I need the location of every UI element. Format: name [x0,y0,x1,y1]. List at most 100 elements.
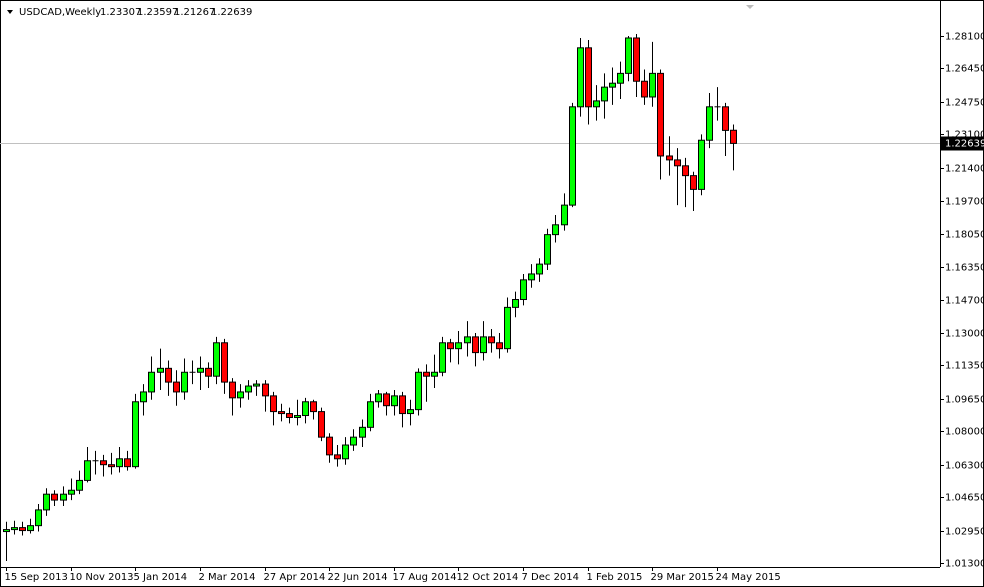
candle-body [132,401,139,468]
x-tick-label: 1 Feb 2015 [587,572,643,583]
x-tick-label: 2 Mar 2014 [199,572,256,583]
x-tick-label: 27 Apr 2014 [264,572,326,583]
candle-body [116,458,123,468]
candle-body [431,371,438,377]
candle-body [342,444,349,460]
candle-body [698,139,705,190]
candle-body [286,413,293,418]
candle-body [561,204,568,226]
candle-body [213,342,220,377]
candle-body [488,336,495,344]
candle-body [609,82,616,88]
candle-body [649,72,656,98]
candle-body [706,106,713,141]
candle-body [682,165,689,177]
candle-body [367,401,374,428]
candle-body [593,100,600,108]
candle-body [577,47,584,108]
candle-body [722,106,729,131]
candle-body [633,37,640,82]
candle-body [625,37,632,74]
candle-body [100,460,107,466]
y-tick-label: 1.18050 [945,230,984,241]
candle-body [253,383,260,387]
x-tick-label: 17 Aug 2014 [393,572,457,583]
y-tick-label: 1.23100 [945,130,984,141]
candle-body [148,371,155,393]
x-tick-label: 10 Nov 2013 [70,572,134,583]
candle-body [68,489,75,495]
candle-body [439,342,446,373]
candle-body [601,86,608,102]
candle-body [496,342,503,350]
candle-body [544,234,551,265]
candle-body [310,401,317,413]
y-tick-label: 1.13000 [945,329,984,340]
candle-body [472,336,479,354]
candle-body [375,393,382,403]
candle-body [326,436,333,456]
candle-body [60,493,67,501]
y-tick-label: 1.14700 [945,296,984,307]
candle-body [520,279,527,301]
y-tick-label: 1.02950 [945,527,984,538]
y-tick-label: 1.08000 [945,427,984,438]
candle-body [318,411,325,438]
candle-body [76,479,83,491]
x-tick-label: 29 Mar 2015 [651,572,714,583]
candle-body [666,155,673,161]
candle-body [221,342,228,383]
y-tick-label: 1.11350 [945,361,984,372]
candle-body [84,460,91,481]
candle-body [262,383,269,397]
x-tick-label: 7 Dec 2014 [522,572,580,583]
candle-body [173,381,180,393]
header-value: 1.21267 [174,7,215,18]
header-value: 1.22639 [211,7,252,18]
candle-body [504,306,511,350]
candle-body [730,129,737,144]
candle-body [423,371,430,377]
candle-body [407,409,414,415]
candle-body [302,401,309,417]
candle-body [569,106,576,206]
candle-body [19,527,26,532]
candle-body [51,493,58,501]
header-value: 1.23597 [137,7,178,18]
candle-body [528,273,535,281]
candle-body [415,371,422,411]
candle-body [108,464,115,468]
last-price-label: 1.22639 [945,139,984,150]
candle-body [43,493,50,511]
y-tick-label: 1.06300 [945,461,984,472]
x-tick-label: 22 Jun 2014 [328,572,388,583]
menu-arrow [7,10,13,14]
x-tick-label: 24 May 2015 [716,572,781,583]
candle-body [181,371,188,393]
candle-body [399,395,406,415]
y-tick-label: 1.16350 [945,263,984,274]
y-tick-label: 1.19700 [945,197,984,208]
candle-body [585,47,592,108]
candle-body [512,299,519,308]
y-tick-label: 1.21400 [945,164,984,175]
candle-body [124,458,131,468]
candle-body [237,391,244,399]
chart-title: USDCAD,Weekly [19,7,101,18]
candle-body [35,509,42,527]
candle-body [464,336,471,344]
y-tick-label: 1.09650 [945,395,984,406]
x-tick-label: 5 Jan 2014 [134,572,188,583]
candle-body [245,385,252,393]
candle-body [27,525,34,532]
candle-body [455,342,462,350]
candle-body [383,393,390,407]
candle-body [359,426,366,438]
candle-body [11,527,18,531]
x-tick-label: 12 Oct 2014 [457,572,519,583]
candle-body [641,80,648,98]
candle-body [205,367,212,377]
